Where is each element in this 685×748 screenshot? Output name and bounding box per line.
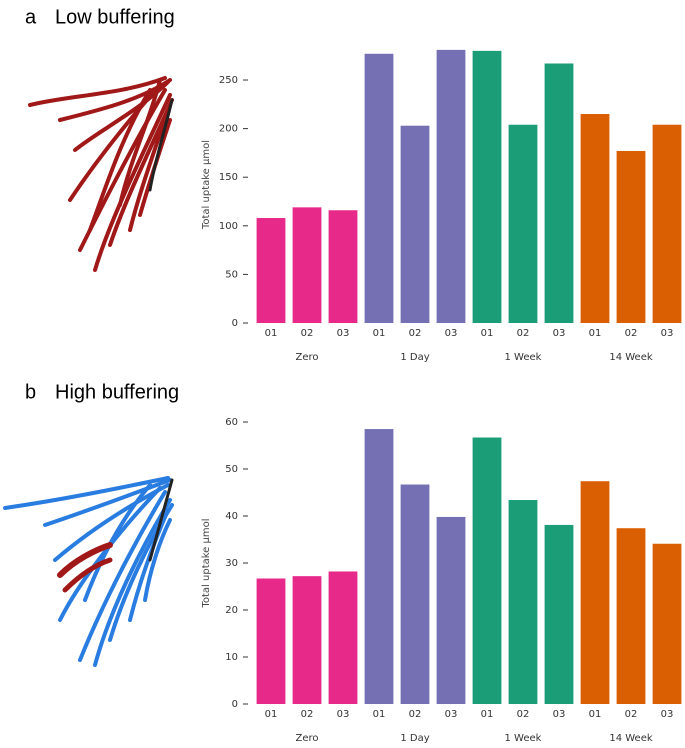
x-tick-label: 03 bbox=[445, 328, 458, 339]
x-tick-label: 02 bbox=[625, 328, 638, 339]
panel-label: b bbox=[25, 381, 36, 403]
panel-title: Low buffering bbox=[55, 6, 175, 28]
y-tick-label: 30 bbox=[225, 558, 238, 569]
y-tick-label: 150 bbox=[219, 172, 238, 183]
bar bbox=[508, 124, 538, 323]
y-tick-label: 10 bbox=[225, 652, 238, 663]
bar bbox=[292, 576, 322, 704]
bar bbox=[436, 516, 466, 704]
x-tick-label: 01 bbox=[373, 328, 386, 339]
y-tick-label: 50 bbox=[225, 269, 238, 280]
y-tick-label: 40 bbox=[225, 511, 238, 522]
x-tick-label: 03 bbox=[661, 709, 674, 720]
x-tick-label: 03 bbox=[553, 328, 566, 339]
x-tick-label: 03 bbox=[445, 709, 458, 720]
panel-title: High buffering bbox=[55, 381, 179, 403]
y-axis-label: Total uptake μmol bbox=[201, 518, 212, 608]
group-label: 1 Week bbox=[505, 352, 542, 363]
x-tick-label: 01 bbox=[589, 709, 602, 720]
group-label: 1 Day bbox=[400, 352, 429, 363]
group-label: Zero bbox=[295, 352, 318, 363]
panel-label: a bbox=[25, 6, 37, 28]
x-tick-label: 01 bbox=[481, 328, 494, 339]
y-tick-label: 250 bbox=[219, 75, 238, 86]
x-tick-label: 02 bbox=[301, 328, 314, 339]
group-label: 1 Week bbox=[505, 733, 542, 744]
x-tick-label: 02 bbox=[301, 709, 314, 720]
root-image bbox=[3, 476, 174, 667]
bar bbox=[580, 481, 610, 704]
bar bbox=[472, 50, 502, 323]
bar bbox=[616, 150, 646, 323]
x-tick-label: 03 bbox=[661, 328, 674, 339]
bar bbox=[652, 543, 682, 704]
group-label: 14 Week bbox=[609, 733, 653, 744]
x-tick-label: 03 bbox=[337, 328, 350, 339]
group-label: 14 Week bbox=[609, 352, 653, 363]
bar bbox=[508, 500, 538, 704]
bar bbox=[652, 124, 682, 323]
x-tick-label: 01 bbox=[265, 709, 278, 720]
y-tick-label: 100 bbox=[219, 221, 238, 232]
bar bbox=[328, 210, 358, 323]
y-tick-label: 0 bbox=[232, 699, 238, 710]
x-tick-label: 02 bbox=[517, 709, 530, 720]
bar bbox=[256, 578, 286, 704]
bar bbox=[544, 63, 574, 323]
root-image bbox=[28, 76, 174, 272]
x-tick-label: 02 bbox=[409, 328, 422, 339]
x-tick-label: 02 bbox=[625, 709, 638, 720]
x-tick-label: 02 bbox=[409, 709, 422, 720]
bar bbox=[364, 429, 394, 704]
group-label: Zero bbox=[295, 733, 318, 744]
y-tick-label: 50 bbox=[225, 464, 238, 475]
bar bbox=[544, 524, 574, 704]
group-label: 1 Day bbox=[400, 733, 429, 744]
bar bbox=[364, 53, 394, 323]
x-tick-label: 01 bbox=[373, 709, 386, 720]
x-tick-label: 02 bbox=[517, 328, 530, 339]
bar bbox=[400, 125, 430, 323]
y-tick-label: 200 bbox=[219, 124, 238, 135]
bar bbox=[472, 437, 502, 704]
x-tick-label: 03 bbox=[553, 709, 566, 720]
bar bbox=[400, 484, 430, 704]
bar bbox=[328, 571, 358, 704]
bar bbox=[256, 218, 286, 323]
bar bbox=[436, 49, 466, 323]
y-tick-label: 0 bbox=[232, 318, 238, 329]
x-tick-label: 03 bbox=[337, 709, 350, 720]
bar bbox=[580, 114, 610, 323]
bar bbox=[616, 528, 646, 704]
y-tick-label: 20 bbox=[225, 605, 238, 616]
bar bbox=[292, 207, 322, 323]
y-axis-label: Total uptake μmol bbox=[201, 140, 212, 230]
x-tick-label: 01 bbox=[265, 328, 278, 339]
x-tick-label: 01 bbox=[481, 709, 494, 720]
x-tick-label: 01 bbox=[589, 328, 602, 339]
y-tick-label: 60 bbox=[225, 417, 238, 428]
